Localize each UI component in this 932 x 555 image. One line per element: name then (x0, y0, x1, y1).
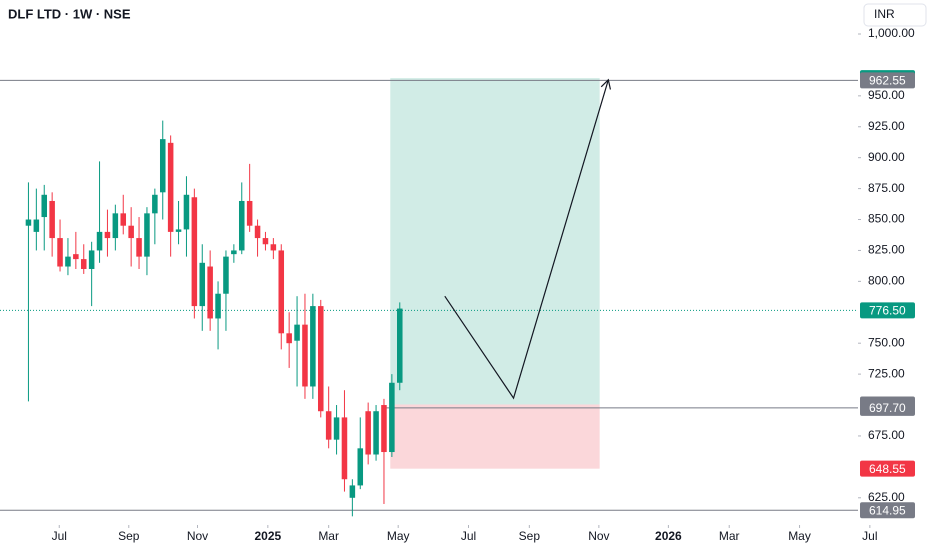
x-tick-label: 2026 (655, 529, 682, 543)
candle-body (325, 411, 332, 440)
candle-body (144, 213, 150, 257)
candle-body (41, 194, 48, 218)
y-tick-label: 825.00 (868, 243, 905, 257)
loss-zone (390, 404, 600, 469)
y-tick-label: 850.00 (868, 212, 905, 226)
candle-body (223, 256, 229, 294)
candle-body (254, 225, 261, 239)
candle-body (128, 225, 134, 239)
plot: 1,000.00 950.00 925.00 900.00 875.00 850.00 82… (0, 26, 915, 543)
candle-body (286, 333, 292, 344)
price-tag (860, 502, 915, 519)
x-tick-label: Nov (187, 529, 208, 543)
candle-body (207, 266, 213, 319)
candle-body (112, 213, 119, 239)
price-tag (860, 72, 915, 89)
price-tag-text: 648.55 (869, 462, 906, 476)
candle-body (397, 308, 403, 383)
price-tag-text: 962.55 (869, 73, 906, 87)
y-tick-label: 875.00 (868, 181, 905, 195)
candle-body (199, 262, 206, 307)
candle-body (349, 485, 356, 498)
candle-body (96, 231, 103, 251)
projection-path (444, 79, 609, 400)
y-tick-label: 950.00 (868, 88, 905, 102)
candle-body (57, 238, 63, 267)
y-tick-label: 925.00 (868, 119, 905, 133)
x-tick-label: Nov (588, 529, 609, 543)
candle-body (231, 250, 237, 255)
y-tick-label: 750.00 (868, 335, 905, 349)
currency-button[interactable] (863, 3, 927, 27)
candle-body (365, 411, 371, 455)
candle-body (389, 382, 395, 453)
candle-body (381, 405, 387, 453)
candle-body (215, 293, 221, 319)
candle-body (104, 231, 111, 239)
last-price-tag-text: 776.50 (869, 304, 906, 318)
x-tick-label: Sep (118, 529, 140, 543)
candle-body (357, 448, 364, 486)
candle-body (333, 417, 340, 440)
x-tick-label: Mar (318, 529, 339, 543)
y-tick-label: 625.00 (868, 490, 905, 504)
y-tick-label: 900.00 (868, 150, 905, 164)
candle-body (88, 250, 95, 269)
price-tag (860, 399, 915, 416)
candle-body (80, 259, 87, 269)
candle-body (25, 219, 32, 226)
last-price-tag (860, 302, 915, 319)
candle-body (191, 197, 198, 307)
profit-zone (390, 78, 600, 405)
x-tick-label: Jul (461, 529, 476, 543)
currency-label[interactable]: INR (874, 7, 895, 21)
x-tick-label: May (788, 529, 811, 543)
candle-body (317, 306, 324, 412)
y-tick-label: 725.00 (868, 366, 905, 380)
candle-body (294, 324, 300, 341)
symbol-title: DLF LTD · 1W · NSE (8, 6, 131, 21)
candle-body (159, 139, 166, 193)
candle-body (278, 250, 285, 334)
candle-body (167, 142, 174, 232)
candle-body (246, 200, 253, 226)
x-tick-label: 2025 (254, 529, 281, 543)
y-tick-label: 675.00 (868, 428, 905, 442)
candle-body (120, 213, 127, 226)
candle-body (73, 254, 79, 260)
candle-body (183, 194, 190, 230)
candle-body (270, 244, 277, 251)
price-tag-text: 697.70 (869, 401, 906, 415)
x-tick-label: Sep (519, 529, 541, 543)
price-tag (860, 460, 915, 477)
candle-body (373, 411, 379, 455)
candle-body (152, 194, 158, 214)
arrow-head (600, 78, 612, 90)
candle-body (175, 229, 182, 232)
candle-body (262, 238, 269, 245)
candle-body (49, 200, 55, 239)
candle-body (238, 200, 245, 251)
candle-body (341, 417, 348, 480)
candle-body (33, 219, 40, 232)
candle-body (302, 324, 308, 387)
x-tick-label: Jul (862, 529, 877, 543)
y-tick-label: 800.00 (868, 274, 905, 288)
candle-body (65, 256, 71, 267)
price-tag-text: 614.95 (869, 503, 906, 517)
y-tick-label: 1,000.00 (868, 26, 915, 40)
x-tick-label: Jul (52, 529, 67, 543)
candle-body (136, 238, 142, 257)
x-tick-label: May (387, 529, 410, 543)
candle-body (310, 306, 316, 387)
x-tick-label: Mar (719, 529, 740, 543)
